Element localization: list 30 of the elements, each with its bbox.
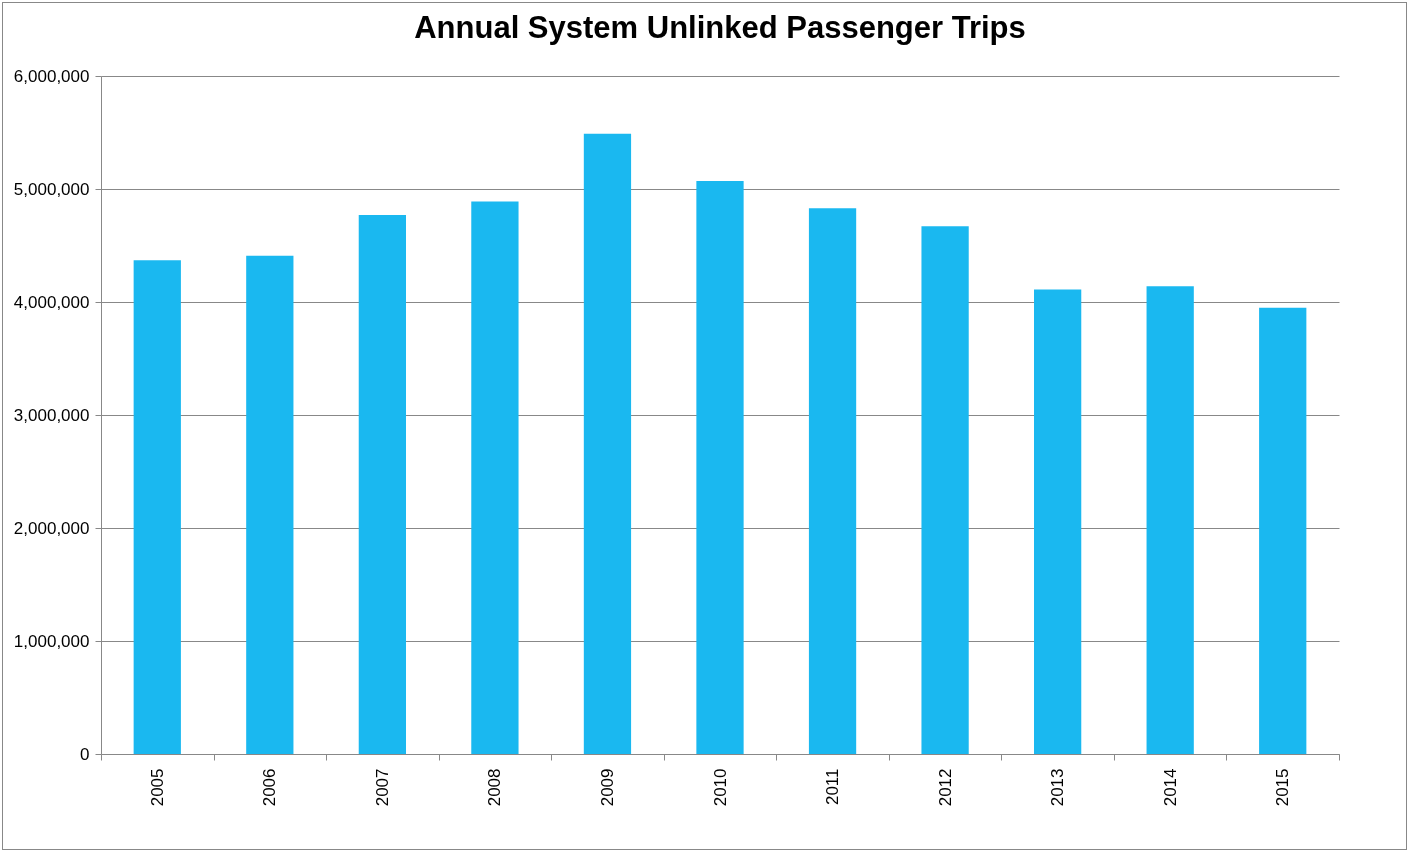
x-tick-label: 2012 [935, 768, 955, 807]
bar [1146, 286, 1194, 754]
bar [246, 255, 294, 754]
bar [133, 260, 181, 754]
x-tick-label: 2005 [147, 768, 167, 807]
x-tick-label: 2015 [1273, 768, 1293, 807]
x-tick-label: 2011 [823, 768, 843, 806]
x-tick-label: 2006 [260, 768, 280, 807]
bar [921, 226, 969, 754]
bar [583, 133, 632, 754]
bar [1034, 289, 1082, 754]
x-tick-label: 2013 [1048, 768, 1068, 807]
y-tick-label: 5,000,000 [13, 179, 90, 199]
bar [1259, 307, 1307, 754]
x-tick-label: 2010 [710, 768, 730, 807]
bar [471, 201, 519, 754]
y-tick-label: 4,000,000 [13, 292, 90, 312]
y-tick-label: 0 [80, 744, 90, 764]
x-tick-label: 2007 [372, 768, 392, 807]
bar [808, 208, 857, 754]
bar [696, 181, 744, 754]
y-tick-label: 2,000,000 [13, 518, 90, 538]
x-tick-label: 2008 [485, 768, 505, 807]
bar [358, 214, 406, 754]
x-tick-label: 2014 [1160, 768, 1180, 807]
y-tick-label: 6,000,000 [13, 66, 90, 86]
y-tick-label: 1,000,000 [13, 631, 90, 651]
chart-title: Annual System Unlinked Passenger Trips [414, 10, 1026, 45]
y-tick-label: 3,000,000 [13, 405, 90, 425]
x-tick-label: 2009 [597, 768, 617, 807]
